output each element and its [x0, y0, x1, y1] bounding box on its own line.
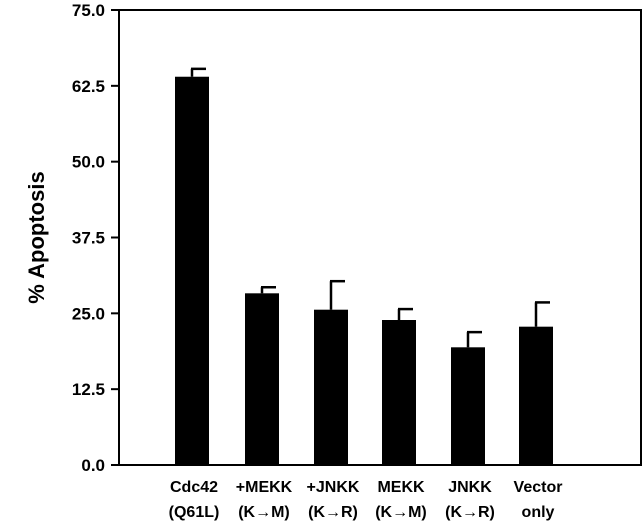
plot-frame — [118, 9, 642, 466]
bar — [175, 76, 209, 465]
bar — [314, 309, 348, 465]
x-category-label: (K→M) — [238, 504, 290, 521]
bar — [245, 293, 279, 465]
y-tick-label: 37.5 — [72, 229, 105, 248]
bars — [175, 76, 553, 465]
y-tick-label: 12.5 — [72, 380, 105, 399]
bar — [451, 347, 485, 465]
error-bars — [190, 67, 550, 348]
x-category-label: Cdc42 — [170, 479, 218, 496]
bar — [382, 320, 416, 465]
x-category-label: (K→R) — [445, 504, 495, 521]
x-category-label: only — [522, 504, 555, 521]
y-tick-label: 75.0 — [72, 1, 105, 20]
y-axis-ticks: 0.0 12.5 25.0 37.5 50.0 62.5 75.0 — [72, 1, 119, 475]
x-category-label: JNKK — [448, 479, 492, 496]
y-tick-label: 25.0 — [72, 304, 105, 323]
x-category-label: (K→M) — [375, 504, 427, 521]
bar — [519, 326, 553, 465]
y-tick-label: 0.0 — [81, 456, 105, 475]
y-axis-title: % Apoptosis — [24, 171, 49, 303]
x-category-label: +MEKK — [236, 479, 293, 496]
y-tick-label: 50.0 — [72, 153, 105, 172]
x-category-label: Vector — [514, 479, 563, 496]
y-tick-label: 62.5 — [72, 77, 105, 96]
x-category-label: (K→R) — [308, 504, 358, 521]
x-category-label: MEKK — [377, 479, 425, 496]
x-category-label: +JNKK — [307, 479, 360, 496]
x-axis-labels: Cdc42 (Q61L) +MEKK (K→M) +JNKK (K→R) MEKK (K→M)… — [169, 479, 563, 521]
x-category-label: (Q61L) — [169, 504, 220, 521]
